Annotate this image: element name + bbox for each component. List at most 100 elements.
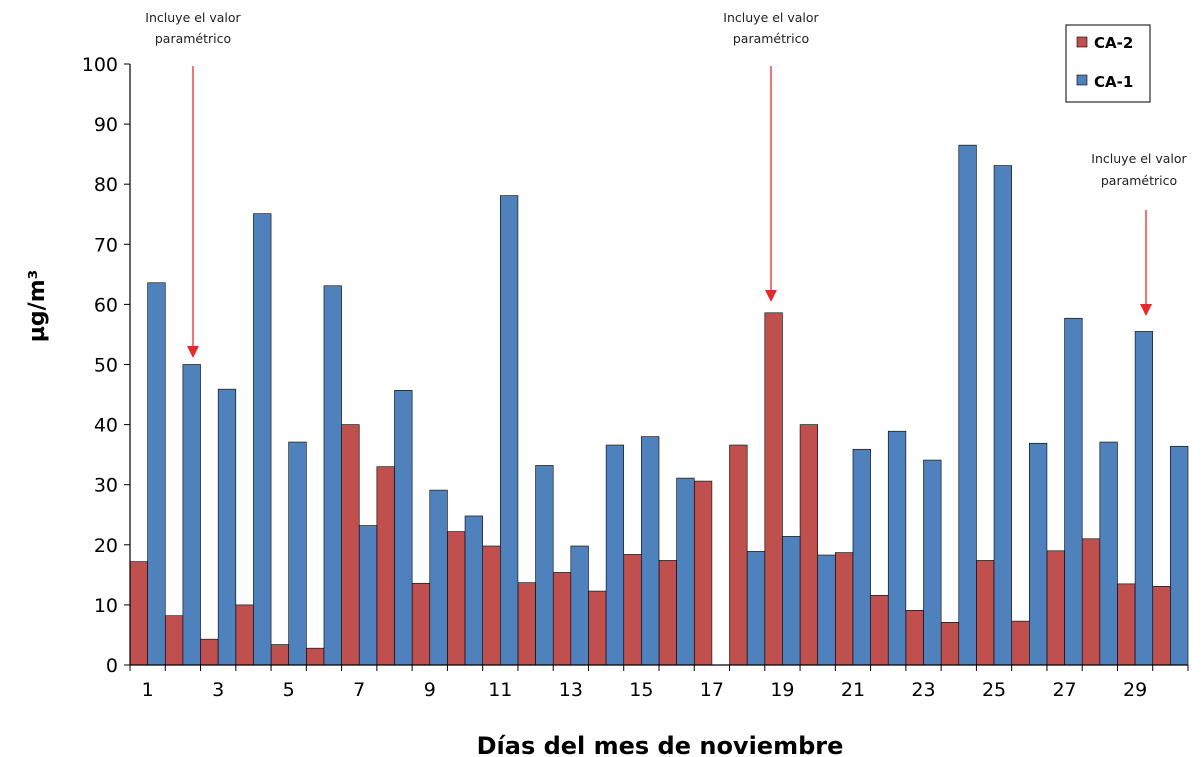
bar-ca-1-day-3	[217, 388, 237, 666]
bar-ca-1-day-15	[641, 436, 660, 666]
y-tick-label: 80	[94, 174, 118, 196]
bar-ca-2-day-21	[835, 552, 854, 666]
bars	[129, 144, 1189, 666]
x-tick-label: 1	[142, 679, 154, 701]
annotation-arrow-head	[187, 346, 199, 358]
legend: CA-2 CA-1	[1065, 24, 1151, 103]
bar-ca-1-day-27	[1064, 317, 1083, 666]
annotation-arrow-head	[1140, 304, 1152, 316]
y-tick-label: 40	[94, 415, 118, 437]
annotation-text-line2: paramétrico	[155, 31, 231, 46]
bar-ca-1-day-12	[535, 465, 554, 666]
bar-ca-1-day-19	[782, 536, 801, 666]
y-axis-ticks: 0 10 20 30 40 50 60 70 80 90 100	[82, 54, 130, 677]
bar-ca-1-day-9	[429, 489, 448, 666]
bar-ca-2-day-13	[552, 572, 572, 666]
annotation-text-line2: paramétrico	[733, 31, 809, 46]
y-tick-label: 20	[94, 535, 118, 557]
bar-ca-1-day-22	[887, 430, 907, 666]
x-tick-label: 3	[212, 679, 224, 701]
bar-ca-2-day-17	[693, 480, 713, 666]
bar-ca-1-day-23	[923, 459, 942, 666]
bar-ca-2-day-15	[623, 554, 642, 666]
bar-ca-2-day-11	[482, 545, 501, 666]
bar-ca-2-day-20	[799, 424, 819, 666]
x-tick-label: 5	[283, 679, 295, 701]
annotation-2: Incluye el valor paramétrico	[723, 10, 820, 302]
bar-ca-2-day-1	[129, 561, 148, 666]
x-tick-label: 7	[353, 679, 365, 701]
bar-ca-1-day-16	[676, 477, 695, 666]
legend-label-ca2: CA-2	[1094, 34, 1133, 52]
bar-ca-1-day-28	[1099, 441, 1118, 666]
y-tick-label: 60	[94, 294, 118, 316]
bar-ca-2-day-9	[411, 582, 431, 666]
bar-ca-2-day-6	[306, 647, 325, 666]
bar-ca-1-day-24	[958, 144, 977, 666]
bar-ca-1-day-7	[358, 525, 378, 666]
x-tick-label: 29	[1123, 679, 1147, 701]
x-tick-label: 27	[1052, 679, 1076, 701]
bar-ca-2-day-10	[447, 531, 466, 666]
bar-ca-1-day-11	[499, 195, 519, 666]
annotation-text-line1: Incluye el valor	[723, 10, 819, 25]
legend-swatch-ca1	[1076, 74, 1088, 86]
bar-ca-2-day-7	[341, 424, 360, 666]
x-tick-label: 15	[629, 679, 653, 701]
legend-swatch-ca2	[1076, 36, 1088, 48]
bar-ca-2-day-14	[588, 590, 607, 666]
annotation-1: Incluye el valor paramétrico	[145, 10, 242, 358]
bar-ca-1-day-10	[464, 515, 483, 666]
bar-ca-2-day-27	[1046, 550, 1065, 666]
bar-ca-2-day-19	[764, 312, 783, 666]
bar-ca-1-day-21	[852, 448, 871, 666]
x-tick-label: 25	[982, 679, 1006, 701]
bar-ca-1-day-8	[394, 390, 413, 666]
y-tick-label: 30	[94, 475, 118, 497]
bar-ca-2-day-18	[729, 444, 748, 666]
bar-ca-2-day-2	[164, 615, 184, 666]
legend-label-ca1: CA-1	[1094, 73, 1133, 91]
bar-ca-1-day-30	[1170, 445, 1189, 666]
x-tick-label: 19	[770, 679, 794, 701]
x-tick-label: 17	[700, 679, 724, 701]
bar-ca-2-day-30	[1152, 585, 1171, 666]
y-tick-label: 10	[94, 595, 118, 617]
bar-ca-2-day-12	[517, 582, 536, 666]
y-axis-title: µg/m³	[25, 270, 50, 343]
bar-ca-2-day-24	[940, 622, 960, 666]
bar-ca-1-day-20	[817, 554, 836, 666]
bar-ca-2-day-28	[1081, 538, 1101, 666]
bar-ca-1-day-26	[1029, 442, 1048, 666]
x-tick-label: 21	[841, 679, 865, 701]
annotation-text-line1: Incluye el valor	[145, 10, 241, 25]
bar-ca-2-day-22	[870, 594, 889, 666]
bar-ca-1-day-2	[182, 364, 201, 666]
x-axis-ticks: 1 3 5 7 9 11 13 15 17 19 21 23 25 27 29	[129, 665, 1189, 701]
x-axis-title: Días del mes de noviembre	[477, 732, 844, 757]
annotation-arrow-head	[765, 290, 777, 302]
bar-ca-2-day-23	[905, 610, 924, 666]
bar-ca-1-day-18	[746, 551, 766, 666]
bar-ca-1-day-1	[147, 282, 166, 666]
bar-ca-2-day-4	[235, 604, 254, 666]
bar-ca-2-day-16	[658, 560, 677, 666]
y-tick-label: 100	[82, 54, 118, 76]
annotation-text-line1: Incluye el valor	[1091, 151, 1187, 166]
x-tick-label: 13	[559, 679, 583, 701]
y-tick-label: 70	[94, 234, 118, 256]
bar-ca-1-day-14	[605, 444, 625, 666]
bar-ca-2-day-8	[376, 466, 395, 666]
bar-ca-1-day-6	[323, 285, 342, 666]
x-tick-label: 23	[911, 679, 935, 701]
bar-ca-1-day-13	[570, 545, 589, 666]
bar-ca-2-day-3	[200, 638, 219, 666]
y-tick-label: 50	[94, 355, 118, 377]
bar-ca-2-day-25	[976, 560, 995, 666]
annotation-text-line2: paramétrico	[1101, 173, 1177, 188]
bar-ca-2-day-29	[1117, 583, 1136, 666]
y-tick-label: 90	[94, 114, 118, 136]
bar-ca-2-day-26	[1011, 620, 1030, 666]
